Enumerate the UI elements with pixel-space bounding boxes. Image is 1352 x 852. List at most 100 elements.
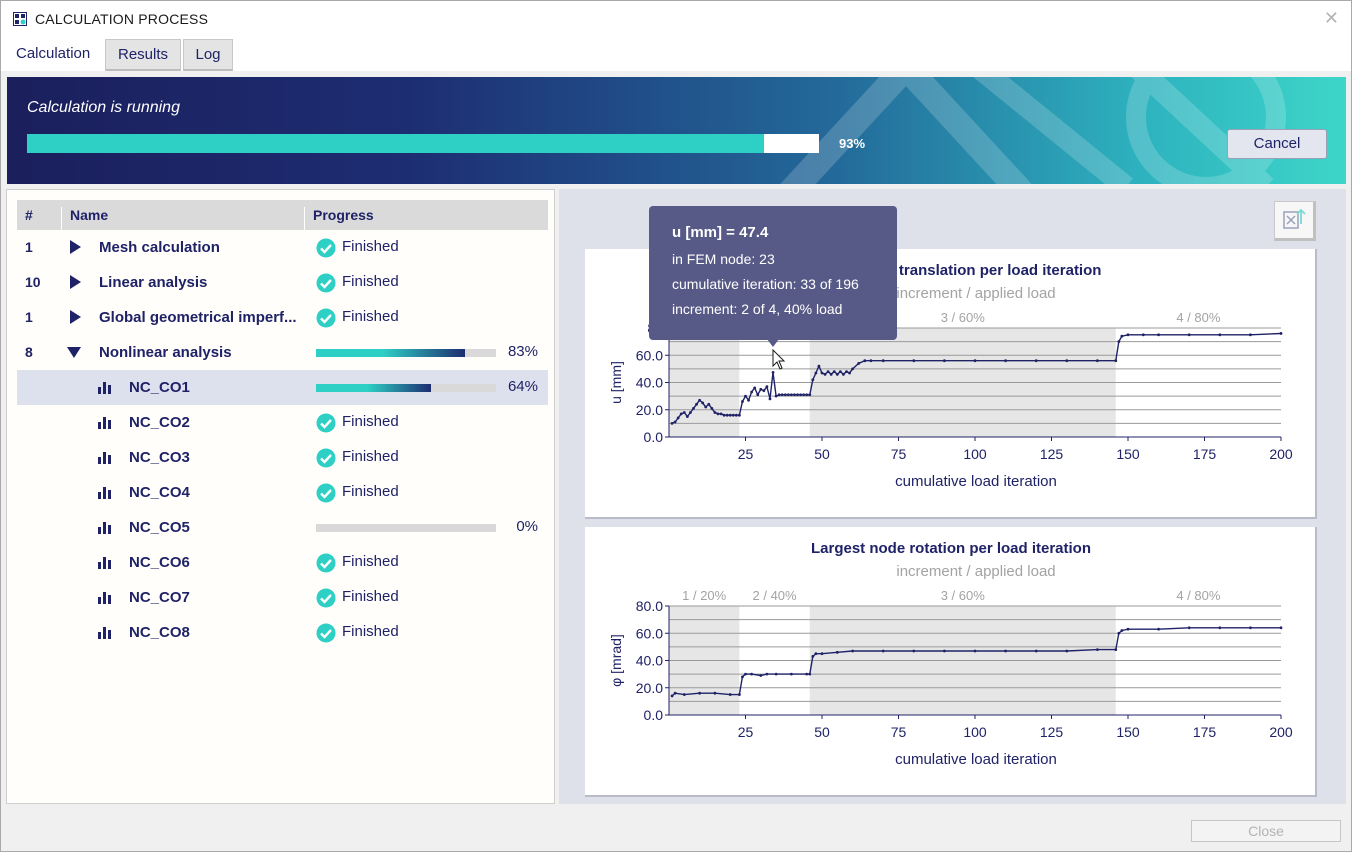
data-point [943,359,946,363]
table-row[interactable]: NC_CO7 Finished [17,580,548,615]
table-row[interactable]: NC_CO4 Finished [17,475,548,510]
column-separator [61,207,62,237]
header-progress[interactable]: Progress [313,207,374,223]
row-name: Nonlinear analysis [99,344,232,361]
data-point [713,411,717,414]
status-text: Finished [342,448,399,465]
data-point [741,400,744,403]
data-point [737,693,741,696]
finished-check-icon [316,553,336,573]
close-window-icon[interactable]: ✕ [1323,8,1339,28]
data-point [912,649,916,653]
table-row[interactable]: 8 Nonlinear analysis 83% [17,335,548,370]
tooltip-line: increment: 2 of 4, 40% load [672,301,843,317]
data-point [1141,333,1145,337]
export-button[interactable] [1274,201,1316,241]
data-point [1218,626,1222,630]
data-point [673,691,677,695]
y-tick-label: 40.0 [636,375,663,391]
row-name: NC_CO7 [129,589,190,606]
table-row[interactable]: NC_CO1 64% [17,370,548,405]
data-point [679,412,683,416]
collapse-arrow-icon[interactable] [67,347,81,358]
data-point [811,655,815,658]
data-point [710,406,714,410]
data-point [814,371,818,375]
status-text: Finished [342,413,399,430]
app-icon [13,12,27,26]
table-row[interactable]: NC_CO8 Finished [17,615,548,650]
tooltip-arrow [767,339,779,347]
data-point [780,393,784,397]
data-point [799,393,802,397]
data-point [1114,648,1118,651]
x-tick-label: 100 [963,446,987,462]
table-row[interactable]: NC_CO6 Finished [17,545,548,580]
x-tick-label: 50 [814,724,830,740]
expand-arrow-icon[interactable] [70,275,81,289]
status-text: Finished [342,308,399,325]
bar-chart-icon [98,592,111,604]
cancel-button[interactable]: Cancel [1227,129,1327,159]
data-point [707,402,711,406]
title-bar: CALCULATION PROCESS ✕ [1,1,1351,37]
data-point [851,367,854,371]
row-name: NC_CO1 [129,379,190,396]
data-point [725,413,729,417]
table-row[interactable]: 1 Mesh calculation Finished [17,230,548,265]
header-name[interactable]: Name [70,207,109,223]
x-tick-label: 150 [1116,446,1140,462]
close-button[interactable]: Close [1191,820,1341,842]
header-num[interactable]: # [25,207,33,223]
expand-arrow-icon[interactable] [70,240,81,254]
data-point [1157,627,1160,631]
x-axis-label: cumulative load iteration [895,473,1057,490]
banner-title: Calculation is running [27,99,180,116]
table-row[interactable]: NC_CO5 0% [17,510,548,545]
row-name: Linear analysis [99,274,208,291]
data-point [1120,629,1124,632]
row-progress-fill [316,384,432,392]
table-row[interactable]: NC_CO2 Finished [17,405,548,440]
data-point [1096,648,1099,651]
data-point [820,652,824,656]
tab-results[interactable]: Results [105,39,181,71]
finished-check-icon [316,238,336,258]
x-tick-label: 25 [738,724,754,740]
data-point [817,364,821,368]
data-point [731,413,735,417]
row-progress-percent: 0% [516,518,538,535]
x-tick-label: 100 [963,724,987,740]
x-axis-label: cumulative load iteration [895,751,1057,768]
data-point [943,649,946,653]
tab-calculation[interactable]: Calculation [6,39,101,71]
x-tick-label: 175 [1193,446,1217,462]
x-tick-label: 50 [814,446,830,462]
data-point [808,672,812,676]
row-name: NC_CO6 [129,554,190,571]
row-count: 10 [25,274,41,290]
chart-tooltip: u [mm] = 47.4 in FEM node: 23 cumulative… [649,206,897,340]
bar-chart-icon [98,627,111,639]
table-row[interactable]: NC_CO3 Finished [17,440,548,475]
chart-title: Largest node rotation per load iteration [811,540,1091,557]
table-row[interactable]: 10 Linear analysis Finished [17,265,548,300]
tab-log[interactable]: Log [183,39,233,71]
data-point [1279,626,1283,630]
table-row[interactable]: 1 Global geometrical imperf... Finished [17,300,548,335]
data-point [835,650,839,654]
data-point [741,675,744,679]
data-point [973,359,977,363]
x-tick-label: 75 [891,446,907,462]
data-point [832,370,836,373]
data-point [695,402,698,406]
data-point [701,401,705,405]
data-point [1004,359,1007,363]
row-name: NC_CO3 [129,449,190,466]
data-point [783,393,787,397]
data-point [1126,627,1130,631]
data-point [869,359,873,363]
data-point [670,421,674,425]
data-point [1157,333,1160,337]
expand-arrow-icon[interactable] [70,310,81,324]
